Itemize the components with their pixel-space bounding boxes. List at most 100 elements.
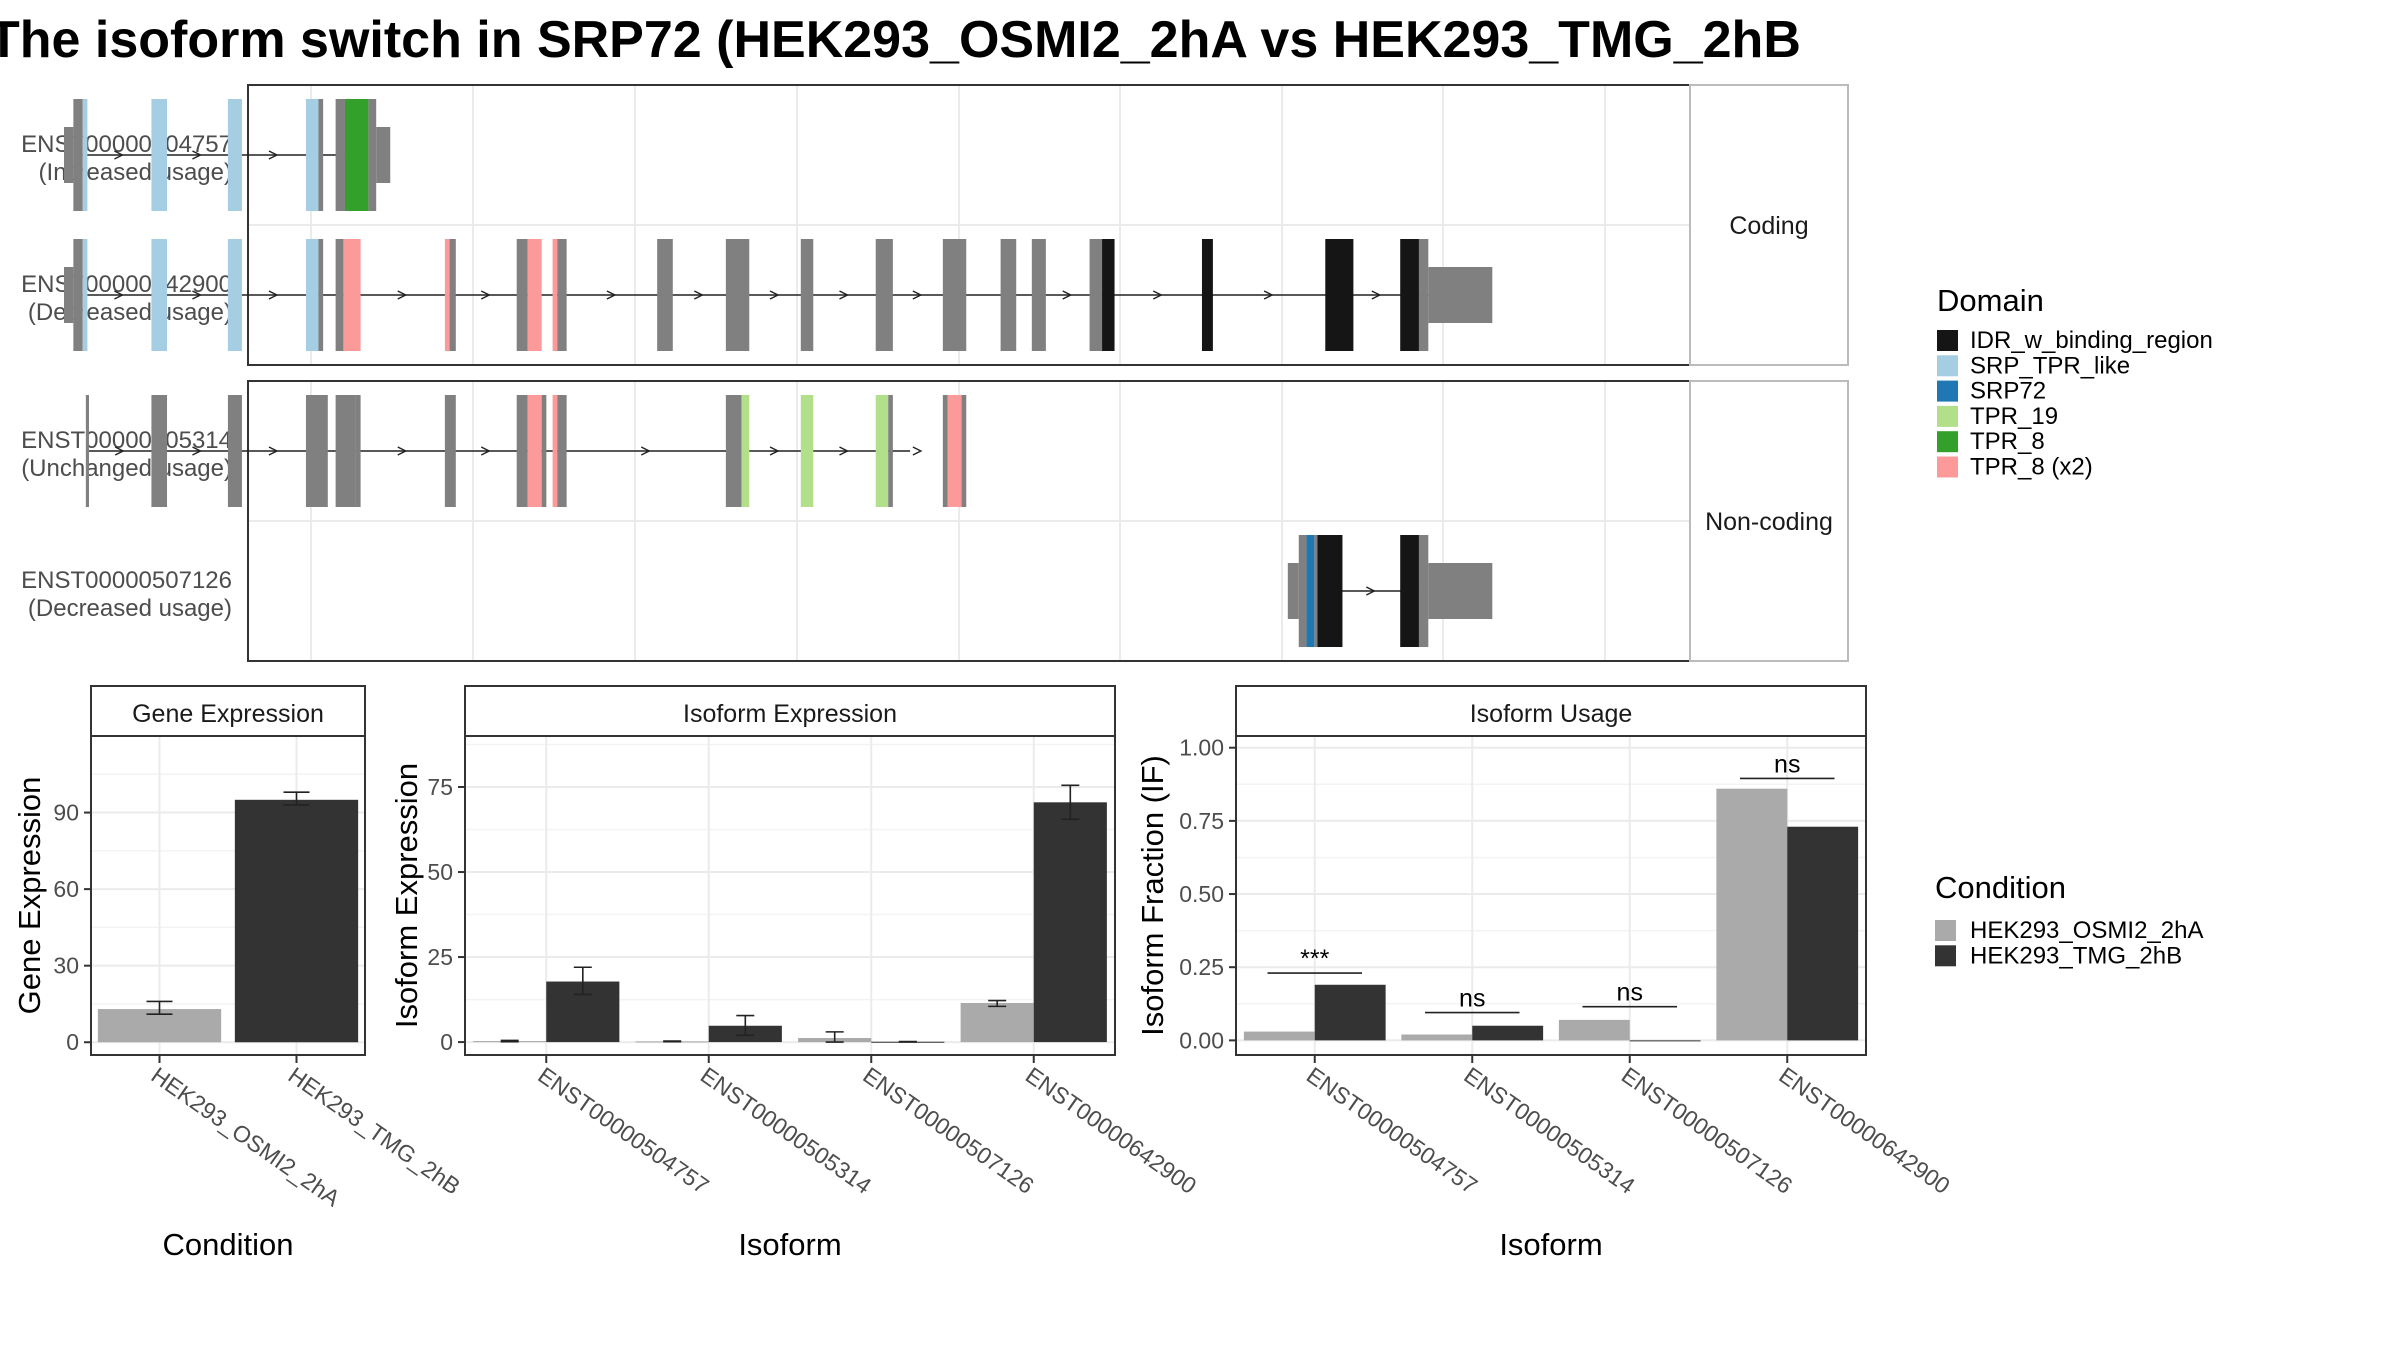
- direction-arrow: [1062, 290, 1073, 300]
- direction-arrow: [480, 290, 491, 300]
- significance-annotation: ns: [1740, 750, 1835, 780]
- coding-exon: [1089, 239, 1103, 351]
- coding-exon: [888, 395, 893, 507]
- error-bar: [283, 791, 310, 806]
- transcript-usage-label: (Decreased usage): [28, 595, 232, 622]
- transcript-usage-label: (Decreased usage): [28, 299, 232, 326]
- y-tick-label: 0.00: [1179, 1027, 1224, 1053]
- coding-exon: [335, 395, 356, 507]
- y-tick-label: 75: [427, 774, 453, 800]
- x-tick-label: ENST00000642900: [1774, 1062, 1954, 1199]
- direction-arrow: [1371, 290, 1382, 300]
- facet-strip-label: Non-coding: [1705, 508, 1833, 536]
- error-bar: [825, 1031, 844, 1043]
- coding-exon: [444, 239, 450, 351]
- panel-border: [90, 735, 366, 1056]
- isoform-usage-chart: Isoform Usage 0.00 0.25 0.50 0.75 1.00 *** ns ns…: [1135, 685, 1955, 1262]
- error-bar: [573, 966, 592, 996]
- utr-exon: [376, 127, 391, 183]
- direction-arrow: [397, 290, 408, 300]
- isoform-expression-chart: Isoform Expression 0 25 50 75 ENST00000504757…: [389, 685, 1201, 1262]
- coding-exon: [444, 395, 456, 507]
- coding-exon: [305, 395, 328, 507]
- coding-exon: [227, 99, 242, 211]
- coding-exon: [1400, 239, 1419, 351]
- coding-exon: [1317, 535, 1343, 647]
- direction-arrow: [268, 290, 279, 300]
- coding-exon: [552, 395, 558, 507]
- y-tick-label: 0.50: [1179, 881, 1224, 907]
- coding-exon: [725, 395, 742, 507]
- coding-exon: [82, 239, 88, 351]
- coding-exon: [368, 99, 377, 211]
- direction-arrow: [192, 446, 203, 456]
- coding-exon: [343, 239, 361, 351]
- condition-legend-title: Condition: [1935, 870, 2066, 905]
- y-tick-label: 30: [53, 953, 79, 979]
- coding-exon: [1314, 535, 1318, 647]
- direction-arrow: [268, 150, 279, 160]
- transcript-id-label: ENST00000504757: [21, 131, 232, 158]
- coding-exon: [151, 239, 168, 351]
- facet-strip: [464, 685, 1116, 737]
- direction-arrow: [839, 290, 850, 300]
- coding-exon: [1306, 535, 1315, 647]
- legend-key-1: [1937, 355, 1958, 377]
- coding-exon: [73, 239, 83, 351]
- direction-arrow: [694, 290, 704, 300]
- direction-arrow: [1152, 290, 1163, 300]
- coding-exon: [875, 239, 893, 351]
- y-tick-label: 0: [440, 1029, 453, 1055]
- coding-exon: [227, 239, 242, 351]
- x-axis-title: Isoform: [1499, 1227, 1602, 1262]
- coding-exon: [227, 395, 242, 507]
- chart-title: Isoform Expression: [683, 700, 897, 728]
- coding-exon: [657, 239, 673, 351]
- bar-HEK293_TMG_2hB: [1629, 1040, 1701, 1042]
- direction-arrow: [1263, 290, 1274, 300]
- panel-border: [1235, 735, 1867, 1056]
- coding-exon: [1000, 239, 1017, 351]
- y-axis-title: Isoform Fraction (IF): [1135, 755, 1170, 1036]
- transcript-track: ENST00000505314(Unchanged usage): [21, 395, 967, 507]
- coding-exon: [552, 239, 558, 351]
- legend-key-0: [1935, 920, 1956, 941]
- utr-exon: [64, 127, 74, 183]
- direction-arrow: [606, 290, 617, 300]
- error-bar: [736, 1014, 755, 1037]
- utr-exon: [1287, 563, 1299, 619]
- y-tick-label: 0: [66, 1029, 79, 1055]
- bar-HEK293_OSMI2_2hA: [1401, 1034, 1473, 1041]
- y-axis-title: Gene Expression: [12, 777, 47, 1015]
- bar-HEK293_OSMI2_2hA: [1243, 1031, 1315, 1041]
- coding-exon: [875, 395, 889, 507]
- coding-exon: [800, 239, 814, 351]
- utr-exon: [1428, 563, 1493, 619]
- coding-exon: [557, 395, 567, 507]
- direction-arrow: [912, 290, 923, 300]
- x-axis-title: Condition: [163, 1227, 294, 1262]
- significance-annotation: ns: [1425, 985, 1520, 1014]
- direction-arrow: [114, 290, 124, 300]
- significance-label: ns: [1774, 750, 1800, 778]
- coding-exon: [1400, 535, 1419, 647]
- coding-exon: [516, 239, 528, 351]
- utr-exon: [1428, 267, 1493, 323]
- x-tick-label: ENST00000507126: [858, 1062, 1038, 1199]
- significance-annotation: ***: [1267, 945, 1362, 974]
- coding-exon: [541, 395, 547, 507]
- legend-label: TPR_8 (x2): [1970, 454, 2093, 481]
- x-tick-label: ENST00000504757: [533, 1062, 713, 1199]
- legend-key-3: [1937, 405, 1958, 427]
- transcript-id-label: ENST00000505314: [21, 427, 232, 454]
- coding-exon: [335, 99, 345, 211]
- direction-arrow: [397, 446, 408, 456]
- coding-exon: [85, 395, 89, 507]
- error-bar: [500, 1039, 519, 1043]
- transcript-usage-label: (Unchanged usage): [21, 455, 232, 482]
- facet-strip: [1235, 685, 1867, 737]
- legend-label: TPR_8: [1970, 428, 2045, 455]
- significance-label: ***: [1300, 945, 1329, 973]
